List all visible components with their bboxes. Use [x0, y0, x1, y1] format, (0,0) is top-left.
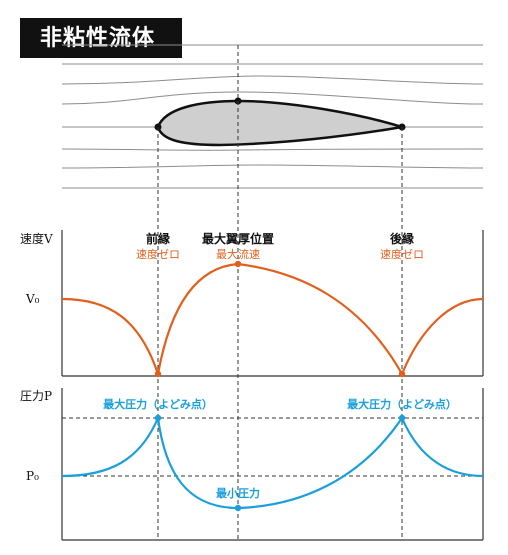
streamline	[61, 91, 484, 105]
max-thickness-title: 最大翼厚位置	[202, 231, 274, 246]
v0-level-label: V₀	[25, 292, 40, 306]
velocity-panel-frame	[61, 230, 484, 377]
title-background	[20, 18, 182, 58]
pressure-curve	[61, 413, 484, 510]
diagram-title: 非粘性流体	[40, 26, 156, 51]
leading-edge-velocity-note: 速度ゼロ	[136, 247, 180, 261]
leading-edge-title: 前縁	[146, 231, 170, 246]
trailing-edge-title: 後縁	[390, 231, 414, 246]
streamline	[61, 75, 484, 85]
velocity-max-point	[234, 260, 242, 268]
velocity-zero-leading-point	[154, 370, 162, 378]
min-pressure-note: 最小圧力	[216, 486, 260, 500]
pressure-panel-frame	[61, 388, 484, 541]
max-velocity-note: 最大流速	[216, 247, 260, 261]
leading-edge-pressure-note: 最大圧力（よどみ点）	[103, 397, 213, 411]
pressure-min-point	[234, 504, 242, 512]
pressure-max-trailing-point	[398, 414, 406, 422]
trailing-edge-pressure-note: 最大圧力（よどみ点）	[347, 397, 457, 411]
p0-level-label: P₀	[26, 469, 39, 483]
pressure-axis-label: 圧力P	[20, 389, 52, 403]
streamlines	[61, 44, 484, 189]
trailing-edge-velocity-note: 速度ゼロ	[380, 247, 424, 261]
velocity-zero-trailing-point	[398, 370, 406, 378]
dashed-guides	[62, 45, 483, 540]
velocity-axis-label: 速度V	[20, 231, 53, 246]
airfoil-shape	[156, 99, 403, 147]
streamline	[61, 164, 484, 169]
velocity-curve	[61, 262, 484, 377]
streamline	[61, 148, 484, 151]
pressure-max-leading-point	[154, 414, 162, 422]
